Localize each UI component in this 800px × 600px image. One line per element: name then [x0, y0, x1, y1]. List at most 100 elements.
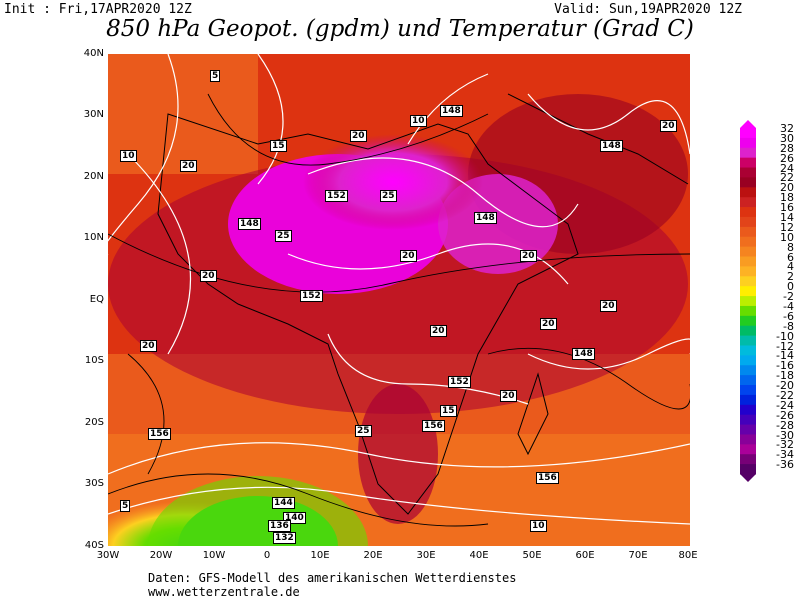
colorbar-swatch: [740, 345, 756, 356]
colorbar-label: -22: [776, 388, 794, 402]
lon-label: 30E: [416, 550, 436, 561]
colorbar-swatch: [740, 286, 756, 297]
contour-label: 148: [238, 218, 261, 230]
colorbar-swatch: [740, 207, 756, 218]
contour-label: 25: [275, 230, 292, 242]
colorbar-label: 26: [780, 151, 794, 165]
colorbar-label: -6: [783, 309, 794, 323]
lat-label: 40N: [83, 48, 104, 59]
lat-label: 10S: [84, 355, 104, 366]
contour-label: 156: [148, 428, 171, 440]
contour-label: 156: [422, 420, 445, 432]
colorbar-swatch: [740, 444, 756, 455]
colorbar-label: -4: [783, 299, 794, 313]
colorbar-swatch: [740, 157, 756, 169]
colorbar-label: -10: [776, 329, 794, 343]
contour-label: 25: [380, 190, 397, 202]
colorbar-label: 14: [780, 211, 794, 224]
contour-label: 148: [474, 212, 497, 224]
contour-label: 20: [660, 120, 677, 132]
contour-label: 20: [600, 300, 617, 312]
colorbar-label: -24: [776, 398, 794, 412]
colorbar-label: -28: [776, 418, 794, 432]
colorbar-swatch: [740, 305, 756, 317]
colorbar-arrow-top: [740, 120, 756, 128]
colorbar-swatch: [740, 236, 756, 248]
contour-label: 25: [355, 425, 372, 437]
colorbar-label: 6: [787, 250, 794, 264]
contour-label: 15: [270, 140, 287, 152]
colorbar-label: -30: [776, 428, 794, 442]
colorbar-label: 4: [787, 260, 794, 274]
colorbar-label: -16: [776, 359, 794, 373]
lon-label: 40E: [469, 550, 489, 561]
lon-label: 20W: [149, 550, 173, 561]
valid-time: Valid: Sun,19APR2020 12Z: [554, 2, 742, 17]
colorbar-swatch: [740, 315, 756, 327]
colorbar-label: 8: [787, 240, 794, 254]
colorbar-swatch: [740, 325, 756, 337]
data-source: Daten: GFS-Modell des amerikanischen Wet…: [148, 571, 517, 585]
contour-label: 20: [350, 130, 367, 142]
colorbar-swatch: [740, 147, 756, 159]
colorbar-label: -36: [776, 458, 794, 472]
colorbar-label: 0: [787, 280, 794, 294]
lon-label: 0: [263, 550, 271, 561]
colorbar-swatch: [740, 256, 756, 267]
colorbar-swatch: [740, 266, 756, 277]
contour-label: 20: [200, 270, 217, 282]
contour-label: 20: [180, 160, 197, 172]
lon-label: 20E: [363, 550, 383, 561]
contour-label: 156: [536, 472, 559, 484]
contour-label: 152: [300, 290, 323, 302]
colorbar-swatch: [740, 296, 756, 307]
colorbar-arrow-bottom: [740, 474, 756, 482]
colorbar-swatch: [740, 137, 756, 149]
contour-label: 148: [440, 105, 463, 117]
lat-label: 30N: [83, 109, 104, 120]
colorbar-swatch: [740, 216, 756, 228]
lon-label: 50E: [522, 550, 542, 561]
lat-label: 40S: [84, 540, 104, 551]
colorbar-label: 10: [780, 230, 794, 244]
lon-label: 60E: [575, 550, 595, 561]
colorbar-swatch: [740, 197, 756, 208]
colorbar-label: 30: [780, 131, 794, 145]
contour-label: 144: [272, 497, 295, 509]
colorbar-label: -2: [783, 290, 794, 304]
colorbar-label: 2: [787, 270, 794, 284]
lat-label: EQ: [89, 294, 104, 305]
colorbar-label: 16: [780, 201, 794, 215]
contour-label: 136: [268, 520, 291, 532]
contour-label: 5: [210, 70, 221, 82]
lon-label: 10E: [310, 550, 330, 561]
contour-label: 132: [273, 532, 296, 544]
colorbar-label: -32: [776, 438, 794, 452]
colorbar-label: 18: [780, 191, 794, 205]
colorbar-label: 22: [780, 171, 794, 185]
contour-label: 148: [572, 348, 595, 360]
colorbar-swatch: [740, 414, 756, 426]
contour-label: 152: [448, 376, 471, 388]
colorbar-swatch: [740, 276, 756, 287]
lon-label: 10W: [202, 550, 226, 561]
contour-label: 5: [120, 500, 131, 512]
colorbar-swatch: [740, 128, 756, 139]
colorbar-label: 24: [780, 161, 794, 175]
colorbar-swatch: [740, 335, 756, 346]
colorbar-label: -8: [783, 319, 794, 333]
colorbar-swatch: [740, 424, 756, 435]
lon-label: 80E: [678, 550, 698, 561]
colorbar-label: 28: [780, 141, 794, 155]
lon-label: 30W: [96, 550, 120, 561]
colorbar-swatch: [740, 177, 756, 188]
colorbar-swatch: [740, 404, 756, 416]
colorbar-label: -34: [776, 448, 794, 462]
contour-label: 148: [600, 140, 623, 152]
colorbar-swatch: [740, 454, 756, 465]
colorbar-swatch: [740, 226, 756, 238]
colorbar-label: -12: [776, 339, 794, 353]
colorbar-label: -14: [776, 349, 794, 363]
website: www.wetterzentrale.de: [148, 585, 300, 599]
colorbar-label: 32: [780, 122, 794, 135]
